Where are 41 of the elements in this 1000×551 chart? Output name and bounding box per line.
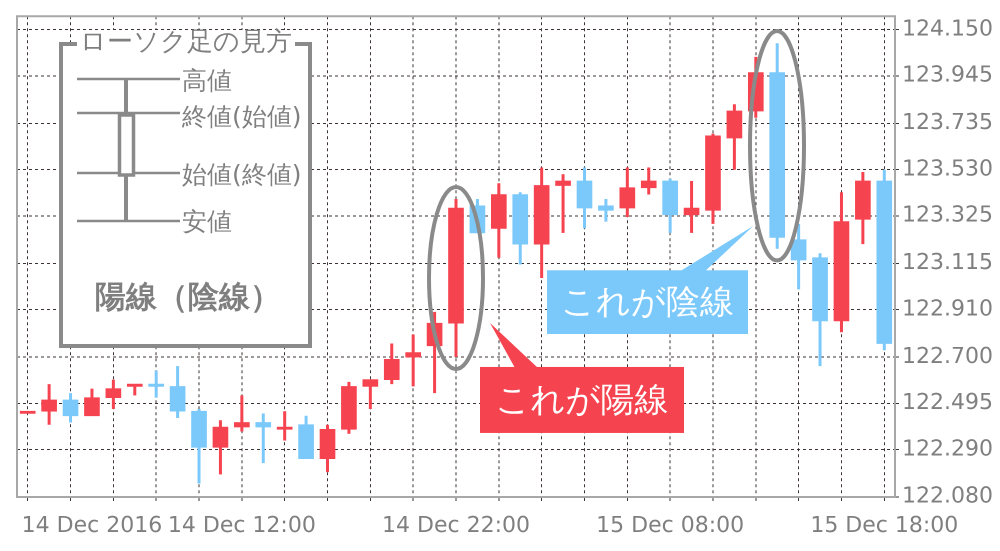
x-tick-label: 14 Dec 12:00: [168, 512, 316, 538]
annotation: 陽線（陰線）: [95, 279, 281, 315]
annotation: 高値: [182, 66, 232, 94]
y-tick-label: 122.290: [902, 436, 993, 462]
y-tick-label: 123.530: [902, 156, 993, 182]
annotation: 安値: [182, 206, 232, 236]
candlestick: [84, 388, 100, 416]
candlestick: [362, 379, 378, 409]
candlestick: [276, 411, 293, 441]
y-tick-label: 124.150: [902, 16, 993, 42]
y-tick-label: 122.910: [902, 296, 993, 322]
candlestick: [555, 174, 571, 233]
x-tick-label: 14 Dec 22:00: [382, 512, 530, 538]
annotation: ローソク足の見方: [80, 27, 292, 57]
candlestick: [598, 199, 614, 222]
y-tick-label: 123.115: [902, 250, 993, 276]
candlestick: [234, 395, 250, 432]
candlestick: [106, 380, 122, 409]
candlestick: [255, 413, 272, 464]
y-tick-label: 122.700: [902, 344, 993, 369]
candlestick: [62, 393, 78, 423]
candlestick: [684, 180, 700, 233]
y-tick-label: 122.495: [902, 390, 993, 416]
candlestick: [619, 167, 636, 218]
y-tick-label: 123.325: [902, 202, 993, 228]
y-tick-label: 123.735: [902, 110, 993, 136]
candlestick: [212, 420, 228, 474]
candlestick: [790, 224, 806, 290]
candlestick: [384, 344, 400, 384]
candlestick: [41, 384, 57, 425]
annotation: これが陰線: [561, 282, 734, 322]
y-tick-label: 122.080: [902, 484, 993, 509]
annotation: 終値(始値): [182, 102, 302, 130]
y-tick-label: 123.945: [902, 62, 993, 88]
x-tick-label: 14 Dec 2016: [22, 512, 162, 538]
annotation: これが陽線: [496, 380, 668, 420]
candlestick: [405, 334, 421, 386]
annotation: 始値(終値): [182, 160, 302, 188]
x-tick-label: 15 Dec 08:00: [596, 512, 744, 538]
x-tick-label: 15 Dec 18:00: [810, 512, 958, 538]
candlestick: [640, 167, 657, 195]
